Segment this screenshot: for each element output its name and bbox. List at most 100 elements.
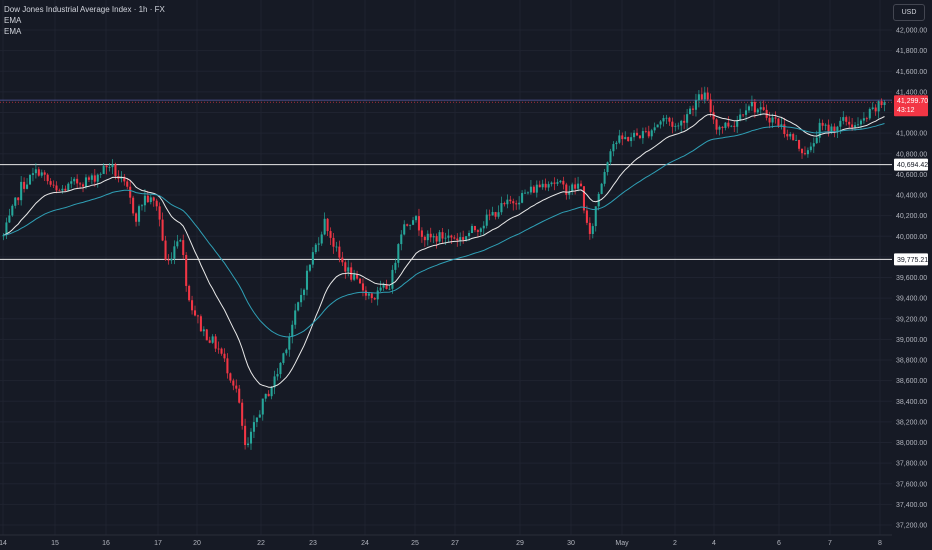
candle-body <box>196 315 199 317</box>
candle-body <box>46 174 49 182</box>
candle-body <box>235 385 238 389</box>
candle-body <box>485 214 488 226</box>
candle-body <box>412 220 415 225</box>
candle-body <box>105 165 108 168</box>
candle-body <box>164 240 167 260</box>
candle-body <box>385 284 388 289</box>
candle-body <box>232 380 235 386</box>
candle-body <box>170 258 173 261</box>
candle-body <box>877 101 880 112</box>
candle-body <box>444 237 447 239</box>
ema-indicator-1[interactable]: EMA <box>4 16 22 25</box>
candle-body <box>759 107 762 110</box>
candle-body <box>859 120 862 125</box>
candle-body <box>26 184 29 189</box>
currency-button[interactable]: USD <box>893 4 925 21</box>
x-tick-label: 22 <box>257 540 265 547</box>
candle-body <box>182 240 185 256</box>
candle-body <box>52 184 55 186</box>
candle-body <box>93 175 96 182</box>
candle-body <box>417 216 420 231</box>
ema-indicator-2[interactable]: EMA <box>4 27 22 36</box>
candle-body <box>606 162 609 173</box>
candle-body <box>470 225 474 234</box>
candle-body <box>179 240 182 242</box>
candle-body <box>276 374 279 377</box>
candle-body <box>845 117 848 122</box>
candle-body <box>559 180 562 183</box>
candle-body <box>137 206 141 222</box>
y-tick-label: 37,200.00 <box>896 523 927 530</box>
candle-body <box>152 197 155 201</box>
candle-body <box>358 278 362 284</box>
candle-body <box>67 183 70 191</box>
candle-body <box>871 107 874 109</box>
candle-body <box>868 108 871 119</box>
candle-body <box>49 181 52 185</box>
symbol-title[interactable]: Dow Jones Industrial Average Index · 1h … <box>4 5 165 14</box>
candle-body <box>756 109 759 113</box>
candle-body <box>718 126 721 130</box>
candle-body <box>34 169 37 174</box>
candle-body <box>656 124 659 128</box>
x-tick-label: 15 <box>51 540 59 547</box>
level-tag <box>894 158 928 171</box>
candle-body <box>114 164 117 176</box>
candle-body <box>479 228 482 232</box>
candle-body <box>129 186 132 198</box>
candle-body <box>780 124 783 127</box>
candle-body <box>173 246 176 259</box>
candle-body <box>556 182 559 184</box>
candle-body <box>388 288 391 290</box>
candle-body <box>300 294 303 303</box>
candle-body <box>818 122 821 138</box>
candle-body <box>518 202 521 205</box>
candle-body <box>441 232 444 239</box>
horizontal-levels[interactable] <box>0 99 892 260</box>
candle-body <box>31 173 34 175</box>
y-tick-label: 40,800.00 <box>896 151 927 158</box>
candle-body <box>11 205 14 216</box>
candle-body <box>659 121 662 125</box>
candle-body <box>220 348 223 354</box>
candle-body <box>883 102 886 106</box>
candle-body <box>733 125 736 127</box>
candle-body <box>426 233 429 241</box>
candle-body <box>777 118 780 127</box>
candle-body <box>273 376 276 388</box>
price-axis[interactable]: 42,000.00 41,800.00 41,600.00 41,400.00 41,2… <box>896 28 927 530</box>
candle-body <box>108 167 111 168</box>
candle-body <box>697 94 700 101</box>
candle-body <box>161 219 164 241</box>
x-tick-label: 29 <box>516 540 524 547</box>
x-tick-label: 23 <box>309 540 317 547</box>
candle-body <box>217 348 220 350</box>
candle-body <box>308 264 311 271</box>
y-tick-label: 41,400.00 <box>896 89 927 96</box>
candle-body <box>568 191 571 195</box>
candle-body <box>686 114 689 123</box>
candle-body <box>305 270 309 290</box>
candle-body <box>223 353 226 359</box>
candle-body <box>247 443 250 446</box>
candle-body <box>320 234 323 244</box>
candle-body <box>288 336 291 350</box>
candle-body <box>99 173 102 175</box>
candle-body <box>314 244 317 253</box>
candle-body <box>456 238 459 241</box>
y-tick-label: 38,800.00 <box>896 358 927 365</box>
candle-body <box>700 94 703 100</box>
candle-body <box>453 237 456 239</box>
candle-body <box>553 182 556 184</box>
candle-body <box>291 324 294 337</box>
candle-body <box>803 153 806 155</box>
candle-body <box>43 172 46 175</box>
time-axis[interactable]: 14 15 16 17 20 22 23 24 25 27 29 30 May 2 4 6 7 8 <box>0 540 882 547</box>
x-tick-label: 14 <box>0 540 7 547</box>
candle-body <box>792 134 795 141</box>
candle-body <box>624 137 627 140</box>
candle-body <box>111 164 114 168</box>
y-tick-label: 38,600.00 <box>896 378 927 385</box>
candle-body <box>715 119 718 130</box>
